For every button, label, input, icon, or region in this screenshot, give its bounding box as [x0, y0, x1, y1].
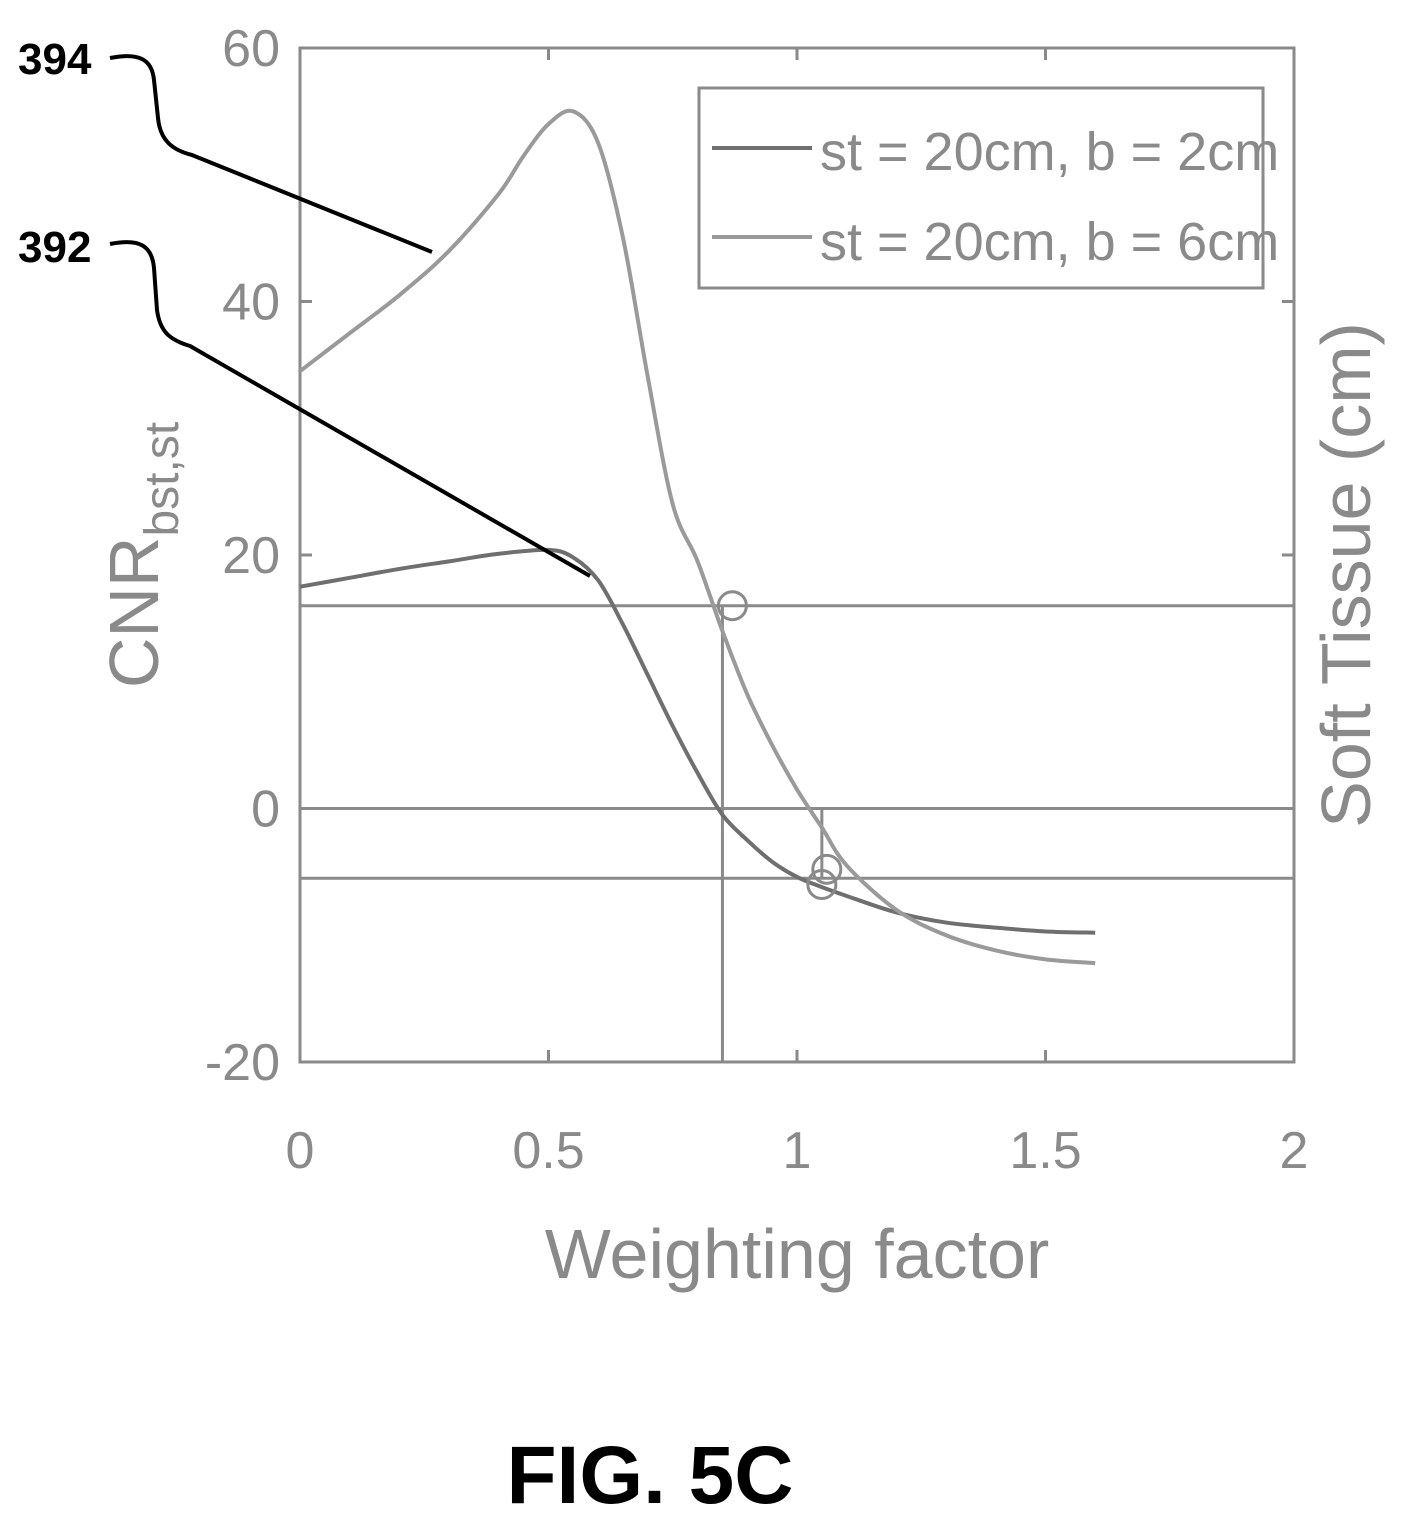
callout-394: 394 [18, 35, 433, 254]
x-tick-label: 1 [783, 1122, 812, 1180]
x-tick-label: 1.5 [1009, 1122, 1081, 1180]
callout-392: 392 [18, 223, 591, 578]
y-tick-label: 60 [222, 20, 280, 78]
y-tick-label: 40 [222, 274, 280, 332]
series-lines [298, 108, 1096, 966]
callout-leader-394 [109, 54, 433, 254]
reference-lines [300, 604, 1294, 1062]
x-axis-label: Weighting factor [545, 1215, 1050, 1293]
y2-axis-label: Soft Tissue (cm) [1307, 322, 1385, 828]
callout-leader-392 [109, 240, 591, 578]
series-line-2 [298, 108, 1096, 966]
callout-label-394: 394 [18, 35, 92, 84]
markers [716, 590, 843, 901]
y-tick-label: -20 [205, 1034, 280, 1092]
legend-label-2: st = 20cm, b = 6cm [820, 212, 1279, 272]
figure-caption: FIG. 5C [506, 1430, 793, 1521]
marker-circle-1 [716, 590, 748, 622]
x-tick-labels: 0 0.5 1 1.5 2 [286, 1122, 1309, 1180]
marker-circle-2 [806, 869, 838, 901]
axis-ticks [298, 46, 1296, 1064]
legend-label-1: st = 20cm, b = 2cm [820, 122, 1279, 182]
series-line-1 [299, 547, 1096, 935]
legend-box [697, 86, 1265, 290]
x-tick-label: 0 [286, 1122, 315, 1180]
y-tick-label: 0 [251, 781, 280, 839]
y-axis-label-sub: bst,st [136, 422, 189, 537]
svg-text:CNRbst,st: CNRbst,st [95, 422, 189, 688]
y-axis-label: CNRbst,st [95, 422, 189, 688]
x-tick-label: 2 [1280, 1122, 1309, 1180]
y-tick-label: 20 [222, 527, 280, 585]
y-axis-label-main: CNR [95, 537, 173, 689]
x-tick-label: 0.5 [512, 1122, 584, 1180]
legend: st = 20cm, b = 2cm st = 20cm, b = 6cm [697, 86, 1279, 290]
y-tick-labels: -20 0 20 40 60 [205, 20, 280, 1092]
marker-circle-3 [811, 853, 843, 885]
callout-label-392: 392 [18, 223, 91, 272]
